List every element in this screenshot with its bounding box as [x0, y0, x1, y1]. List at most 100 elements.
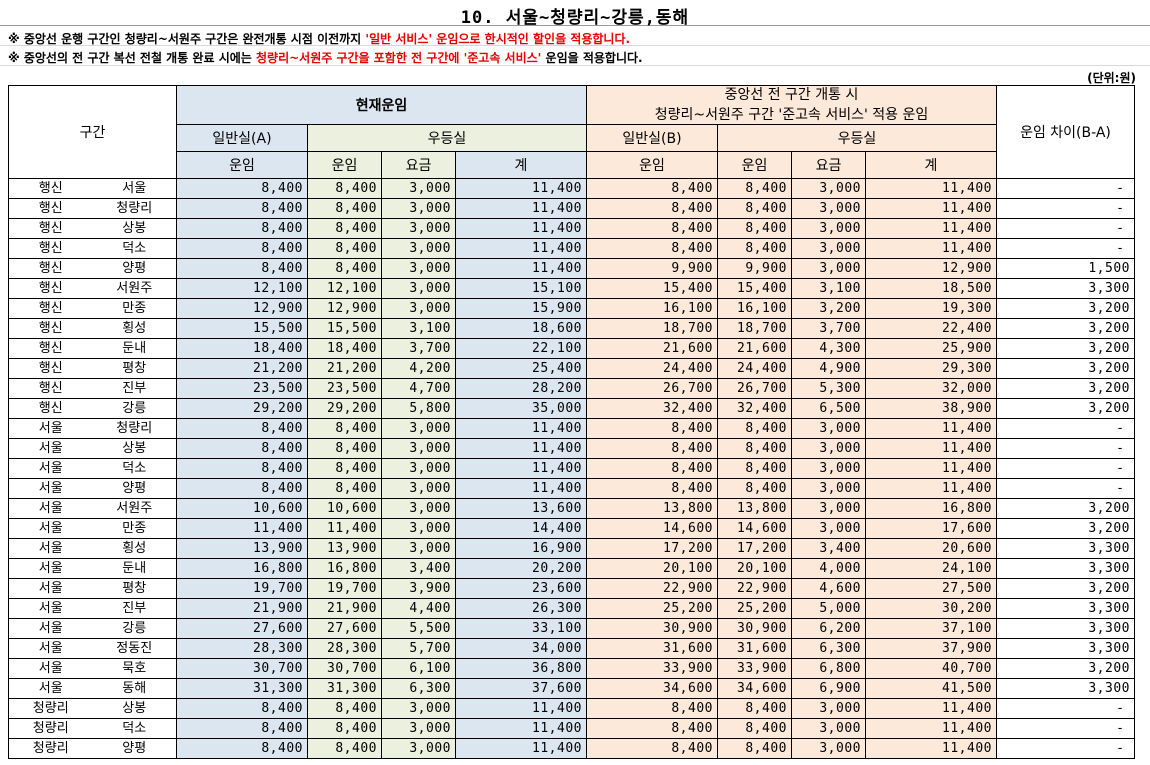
future-premium-surcharge-cell: 4,000 — [791, 558, 866, 579]
current-general-fare-cell: 28,300 — [176, 638, 308, 659]
future-premium-fare-cell: 8,400 — [717, 438, 792, 459]
origin-cell: 행신 — [8, 238, 93, 259]
future-premium-fare-cell: 8,400 — [717, 198, 792, 219]
future-premium-total-cell: 40,700 — [865, 658, 997, 679]
origin-cell: 행신 — [8, 198, 93, 219]
future-general-fare-cell: 22,900 — [586, 578, 718, 599]
current-premium-total-cell: 11,400 — [455, 418, 587, 439]
origin-cell: 청량리 — [8, 738, 93, 759]
future-premium-surcharge-cell: 3,100 — [791, 278, 866, 299]
future-premium-surcharge-cell: 6,900 — [791, 678, 866, 699]
future-premium-surcharge-cell: 3,000 — [791, 458, 866, 479]
destination-cell: 덕소 — [92, 458, 177, 479]
future-general-fare-cell: 8,400 — [586, 458, 718, 479]
origin-cell: 서울 — [8, 598, 93, 619]
future-premium-surcharge-cell: 6,500 — [791, 398, 866, 419]
fare-diff-cell: 3,200 — [996, 338, 1135, 359]
fare-diff-cell: 3,200 — [996, 518, 1135, 539]
current-premium-fare-cell: 11,400 — [307, 518, 382, 539]
future-premium-total-cell: 38,900 — [865, 398, 997, 419]
destination-cell: 서원주 — [92, 498, 177, 519]
note-text: ※ 중앙선 운행 구간인 청량리~서원주 구간은 완전개통 시점 이전까지 — [8, 32, 366, 46]
destination-cell: 정동진 — [92, 638, 177, 659]
future-general-fare-cell: 18,700 — [586, 318, 718, 339]
current-premium-total-cell: 23,600 — [455, 578, 587, 599]
future-premium-surcharge-cell: 4,900 — [791, 358, 866, 379]
origin-cell: 서울 — [8, 618, 93, 639]
current-premium-total-cell: 11,400 — [455, 438, 587, 459]
future-premium-surcharge-cell: 3,000 — [791, 258, 866, 279]
table-row: 서울 횡성 13,900 13,900 3,000 16,900 17,200 17,200 3… — [8, 538, 1135, 559]
origin-cell: 행신 — [8, 318, 93, 339]
current-premium-surcharge-cell: 3,000 — [381, 258, 456, 279]
current-premium-surcharge-cell: 3,000 — [381, 278, 456, 299]
future-premium-total-cell: 11,400 — [865, 738, 997, 759]
current-premium-fare-cell: 12,900 — [307, 298, 382, 319]
current-premium-total-cell: 37,600 — [455, 678, 587, 699]
current-premium-fare-cell: 28,300 — [307, 638, 382, 659]
current-premium-fare-cell: 19,700 — [307, 578, 382, 599]
future-premium-fare-cell: 8,400 — [717, 698, 792, 719]
current-premium-surcharge-cell: 4,200 — [381, 358, 456, 379]
table-row: 서울 서원주 10,600 10,600 3,000 13,600 13,800 13,800… — [8, 498, 1135, 519]
origin-cell: 서울 — [8, 518, 93, 539]
future-general-fare-cell: 16,100 — [586, 298, 718, 319]
future-premium-fare-cell: 8,400 — [717, 718, 792, 739]
future-premium-fare-cell: 8,400 — [717, 478, 792, 499]
current-premium-total-cell: 11,400 — [455, 218, 587, 239]
header-total: 계 — [455, 151, 587, 179]
future-premium-total-cell: 41,500 — [865, 678, 997, 699]
future-premium-surcharge-cell: 3,000 — [791, 178, 866, 199]
future-premium-surcharge-cell: 3,000 — [791, 418, 866, 439]
current-premium-total-cell: 11,400 — [455, 458, 587, 479]
table-row: 행신 진부 23,500 23,500 4,700 28,200 26,700 26,700 5… — [8, 378, 1135, 399]
current-premium-total-cell: 22,100 — [455, 338, 587, 359]
header-fare: 운임 — [307, 151, 382, 179]
header-fare: 운임 — [717, 151, 792, 179]
fare-diff-cell: 3,200 — [996, 578, 1135, 599]
current-premium-total-cell: 26,300 — [455, 598, 587, 619]
fare-diff-cell: - — [996, 738, 1135, 759]
destination-cell: 둔내 — [92, 558, 177, 579]
header-surcharge: 요금 — [791, 151, 866, 179]
current-general-fare-cell: 8,400 — [176, 178, 308, 199]
current-premium-surcharge-cell: 3,000 — [381, 718, 456, 739]
current-premium-fare-cell: 15,500 — [307, 318, 382, 339]
destination-cell: 상봉 — [92, 698, 177, 719]
table-row: 서울 청량리 8,400 8,400 3,000 11,400 8,400 8,400 3,00… — [8, 418, 1135, 439]
future-premium-fare-cell: 31,600 — [717, 638, 792, 659]
current-premium-fare-cell: 29,200 — [307, 398, 382, 419]
future-general-fare-cell: 30,900 — [586, 618, 718, 639]
origin-cell: 행신 — [8, 358, 93, 379]
note-text: ※ 중앙선의 전 구간 복선 전철 개통 완료 시에는 — [8, 51, 256, 65]
origin-cell: 행신 — [8, 218, 93, 239]
fare-diff-cell: 3,300 — [996, 278, 1135, 299]
fare-diff-cell: 3,200 — [996, 378, 1135, 399]
future-general-fare-cell: 8,400 — [586, 478, 718, 499]
header-current: 현재운임 — [176, 85, 587, 125]
future-general-fare-cell: 24,400 — [586, 358, 718, 379]
future-premium-total-cell: 20,600 — [865, 538, 997, 559]
header-section: 구간 — [8, 85, 177, 179]
table-row: 서울 진부 21,900 21,900 4,400 26,300 25,200 25,200 5… — [8, 598, 1135, 619]
future-premium-surcharge-cell: 3,000 — [791, 438, 866, 459]
header-general-b: 일반실(B) — [586, 124, 718, 152]
current-premium-total-cell: 11,400 — [455, 698, 587, 719]
current-premium-fare-cell: 8,400 — [307, 418, 382, 439]
destination-cell: 서원주 — [92, 278, 177, 299]
header-diff: 운임 차이(B-A) — [996, 85, 1135, 179]
page-title: 10. 서울~청량리~강릉,동해 — [0, 3, 1150, 28]
current-general-fare-cell: 31,300 — [176, 678, 308, 699]
current-premium-fare-cell: 8,400 — [307, 238, 382, 259]
destination-cell: 강릉 — [92, 618, 177, 639]
destination-cell: 동해 — [92, 678, 177, 699]
current-premium-total-cell: 28,200 — [455, 378, 587, 399]
destination-cell: 양평 — [92, 478, 177, 499]
destination-cell: 묵호 — [92, 658, 177, 679]
future-general-fare-cell: 8,400 — [586, 718, 718, 739]
table-row: 서울 상봉 8,400 8,400 3,000 11,400 8,400 8,400 3,000… — [8, 438, 1135, 459]
table-row: 행신 청량리 8,400 8,400 3,000 11,400 8,400 8,400 3,00… — [8, 198, 1135, 219]
current-premium-surcharge-cell: 3,000 — [381, 178, 456, 199]
current-general-fare-cell: 8,400 — [176, 198, 308, 219]
future-general-fare-cell: 8,400 — [586, 178, 718, 199]
